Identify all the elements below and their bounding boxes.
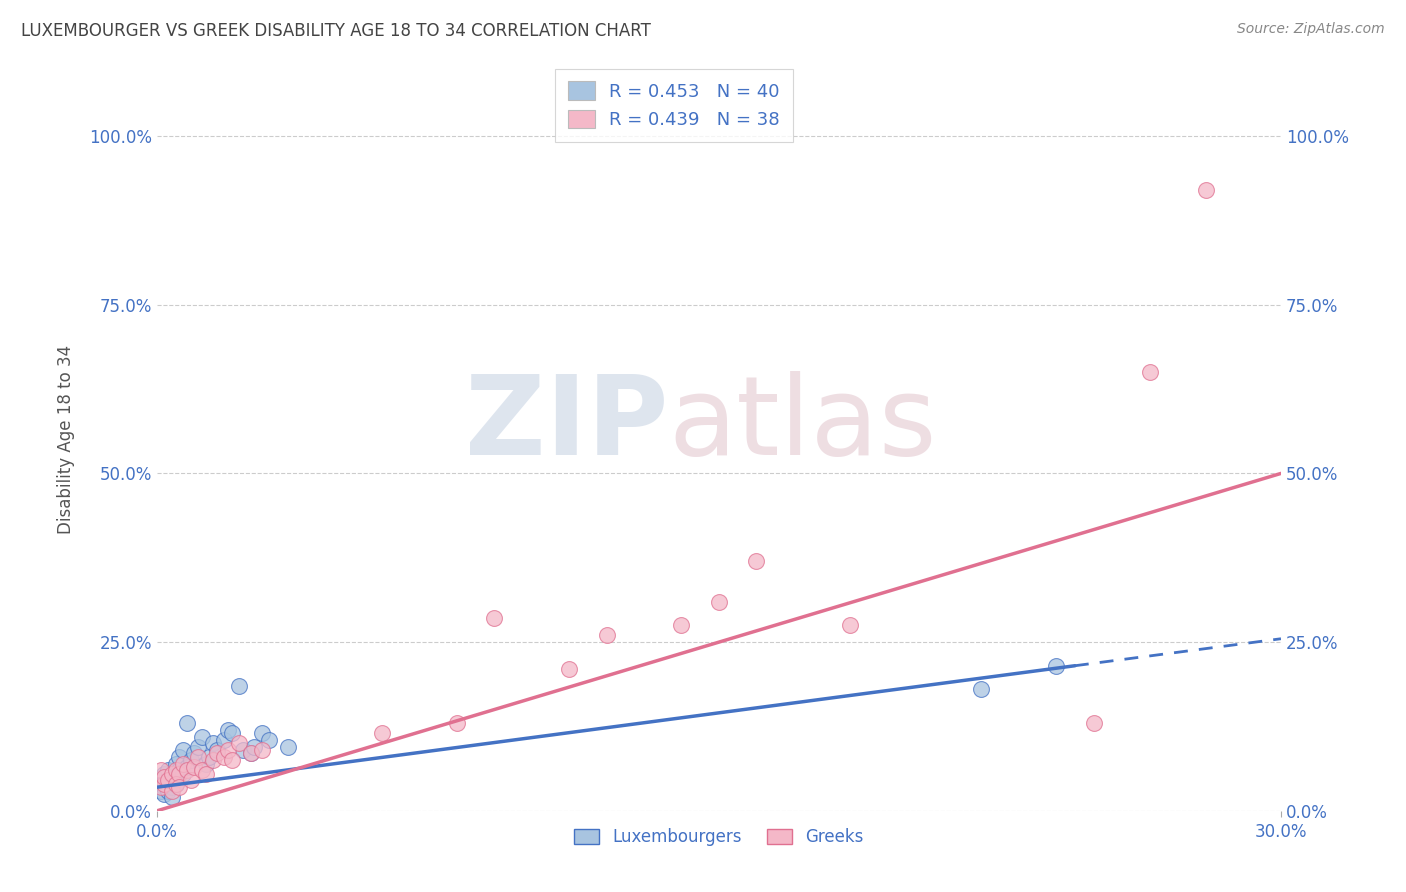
- Point: [160, 790, 183, 805]
- Point: [202, 736, 225, 750]
- Point: [160, 783, 183, 797]
- Point: [157, 764, 180, 778]
- Point: [1139, 365, 1161, 379]
- Point: [277, 739, 299, 754]
- Point: [221, 753, 243, 767]
- Point: [169, 749, 191, 764]
- Point: [160, 780, 183, 795]
- Point: [446, 716, 468, 731]
- Point: [180, 753, 202, 767]
- Legend: R = 0.453   N = 40, R = 0.439   N = 38: R = 0.453 N = 40, R = 0.439 N = 38: [555, 69, 793, 142]
- Point: [194, 756, 217, 771]
- Point: [259, 733, 281, 747]
- Point: [202, 753, 225, 767]
- Point: [371, 726, 394, 740]
- Point: [172, 743, 194, 757]
- Point: [157, 783, 180, 797]
- Point: [217, 723, 239, 737]
- Point: [217, 743, 239, 757]
- Point: [165, 777, 187, 791]
- Point: [176, 764, 198, 778]
- Text: ZIP: ZIP: [465, 371, 668, 478]
- Point: [243, 739, 266, 754]
- Y-axis label: Disability Age 18 to 34: Disability Age 18 to 34: [58, 345, 75, 534]
- Point: [153, 787, 176, 801]
- Point: [1045, 658, 1067, 673]
- Point: [228, 736, 250, 750]
- Point: [183, 760, 205, 774]
- Point: [558, 662, 581, 676]
- Point: [1195, 183, 1218, 197]
- Point: [239, 747, 262, 761]
- Point: [153, 780, 176, 795]
- Point: [228, 679, 250, 693]
- Point: [183, 747, 205, 761]
- Point: [149, 773, 172, 788]
- Point: [169, 780, 191, 795]
- Point: [194, 766, 217, 780]
- Point: [214, 733, 236, 747]
- Point: [187, 749, 209, 764]
- Point: [157, 773, 180, 788]
- Point: [169, 764, 191, 778]
- Point: [153, 777, 176, 791]
- Point: [149, 764, 172, 778]
- Point: [214, 749, 236, 764]
- Point: [250, 743, 273, 757]
- Point: [160, 773, 183, 788]
- Point: [1083, 716, 1105, 731]
- Point: [149, 783, 172, 797]
- Point: [707, 594, 730, 608]
- Point: [160, 766, 183, 780]
- Point: [239, 747, 262, 761]
- Point: [172, 756, 194, 771]
- Point: [187, 739, 209, 754]
- Point: [482, 611, 505, 625]
- Text: LUXEMBOURGER VS GREEK DISABILITY AGE 18 TO 34 CORRELATION CHART: LUXEMBOURGER VS GREEK DISABILITY AGE 18 …: [21, 22, 651, 40]
- Point: [149, 780, 172, 795]
- Point: [250, 726, 273, 740]
- Point: [745, 554, 768, 568]
- Point: [191, 730, 214, 744]
- Point: [176, 760, 198, 774]
- Point: [157, 777, 180, 791]
- Point: [180, 773, 202, 788]
- Point: [232, 743, 254, 757]
- Point: [165, 777, 187, 791]
- Point: [169, 766, 191, 780]
- Point: [198, 749, 221, 764]
- Point: [671, 618, 693, 632]
- Point: [595, 628, 617, 642]
- Point: [839, 618, 862, 632]
- Point: [153, 766, 176, 780]
- Point: [205, 743, 228, 757]
- Point: [176, 716, 198, 731]
- Point: [165, 756, 187, 771]
- Point: [205, 747, 228, 761]
- Point: [172, 766, 194, 780]
- Point: [970, 682, 993, 697]
- Point: [165, 770, 187, 784]
- Text: atlas: atlas: [668, 371, 936, 478]
- Point: [191, 764, 214, 778]
- Point: [153, 770, 176, 784]
- Point: [221, 726, 243, 740]
- Text: Source: ZipAtlas.com: Source: ZipAtlas.com: [1237, 22, 1385, 37]
- Point: [165, 764, 187, 778]
